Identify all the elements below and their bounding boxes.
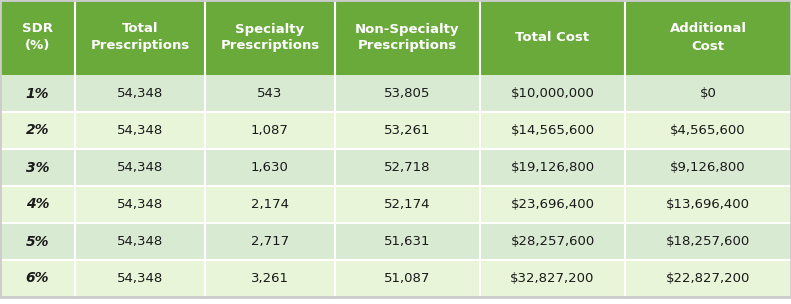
- Bar: [625, 223, 791, 260]
- Bar: [480, 223, 625, 260]
- Bar: [480, 0, 625, 75]
- Bar: [0, 112, 75, 149]
- Text: $28,257,600: $28,257,600: [510, 235, 595, 248]
- Text: $0: $0: [699, 87, 717, 100]
- Bar: [75, 186, 205, 223]
- Bar: [0, 223, 75, 260]
- Bar: [0, 75, 75, 112]
- Bar: [205, 260, 335, 297]
- Text: $13,696,400: $13,696,400: [666, 198, 750, 211]
- Text: 54,348: 54,348: [117, 87, 163, 100]
- Text: Additional
Cost: Additional Cost: [669, 22, 747, 53]
- Bar: [335, 75, 480, 112]
- Text: 53,805: 53,805: [384, 87, 430, 100]
- Bar: [625, 149, 791, 186]
- Bar: [335, 112, 480, 149]
- Text: 1,087: 1,087: [251, 124, 289, 137]
- Bar: [75, 112, 205, 149]
- Text: $18,257,600: $18,257,600: [666, 235, 750, 248]
- Bar: [480, 260, 625, 297]
- Text: Non-Specialty
Prescriptions: Non-Specialty Prescriptions: [355, 22, 460, 53]
- Bar: [75, 0, 205, 75]
- Text: 54,348: 54,348: [117, 124, 163, 137]
- Text: 4%: 4%: [26, 198, 49, 212]
- Bar: [480, 75, 625, 112]
- Text: Total
Prescriptions: Total Prescriptions: [90, 22, 190, 53]
- Bar: [625, 260, 791, 297]
- Text: 52,174: 52,174: [384, 198, 431, 211]
- Bar: [480, 149, 625, 186]
- Text: $19,126,800: $19,126,800: [510, 161, 595, 174]
- Text: 2,717: 2,717: [251, 235, 289, 248]
- Bar: [205, 75, 335, 112]
- Text: $23,696,400: $23,696,400: [510, 198, 595, 211]
- Text: 3%: 3%: [26, 161, 49, 174]
- Text: $14,565,600: $14,565,600: [510, 124, 595, 137]
- Text: $22,827,200: $22,827,200: [666, 272, 750, 285]
- Bar: [480, 112, 625, 149]
- Text: $32,827,200: $32,827,200: [510, 272, 595, 285]
- Text: 54,348: 54,348: [117, 161, 163, 174]
- Text: $4,565,600: $4,565,600: [670, 124, 746, 137]
- Bar: [625, 186, 791, 223]
- Bar: [625, 0, 791, 75]
- Text: 5%: 5%: [26, 234, 49, 248]
- Bar: [335, 0, 480, 75]
- Text: 51,631: 51,631: [384, 235, 431, 248]
- Text: 1%: 1%: [26, 87, 49, 101]
- Bar: [205, 149, 335, 186]
- Bar: [0, 0, 75, 75]
- Bar: [205, 223, 335, 260]
- Bar: [0, 149, 75, 186]
- Bar: [75, 149, 205, 186]
- Bar: [335, 186, 480, 223]
- Text: 2%: 2%: [26, 123, 49, 137]
- Text: 3,261: 3,261: [251, 272, 289, 285]
- Bar: [75, 75, 205, 112]
- Bar: [205, 186, 335, 223]
- Bar: [75, 260, 205, 297]
- Bar: [205, 0, 335, 75]
- Text: 54,348: 54,348: [117, 235, 163, 248]
- Text: 54,348: 54,348: [117, 272, 163, 285]
- Bar: [75, 223, 205, 260]
- Text: 53,261: 53,261: [384, 124, 431, 137]
- Bar: [335, 223, 480, 260]
- Text: Specialty
Prescriptions: Specialty Prescriptions: [221, 22, 320, 53]
- Bar: [0, 186, 75, 223]
- Bar: [625, 112, 791, 149]
- Text: 543: 543: [257, 87, 282, 100]
- Text: 6%: 6%: [26, 271, 49, 285]
- Bar: [205, 112, 335, 149]
- Bar: [625, 75, 791, 112]
- Text: 54,348: 54,348: [117, 198, 163, 211]
- Text: SDR
(%): SDR (%): [22, 22, 53, 53]
- Text: $10,000,000: $10,000,000: [510, 87, 595, 100]
- Bar: [0, 260, 75, 297]
- Bar: [480, 186, 625, 223]
- Text: Total Cost: Total Cost: [516, 31, 589, 44]
- Text: 51,087: 51,087: [384, 272, 430, 285]
- Text: 52,718: 52,718: [384, 161, 431, 174]
- Text: 2,174: 2,174: [251, 198, 289, 211]
- Text: $9,126,800: $9,126,800: [670, 161, 746, 174]
- Text: 1,630: 1,630: [251, 161, 289, 174]
- Bar: [335, 260, 480, 297]
- Bar: [335, 149, 480, 186]
